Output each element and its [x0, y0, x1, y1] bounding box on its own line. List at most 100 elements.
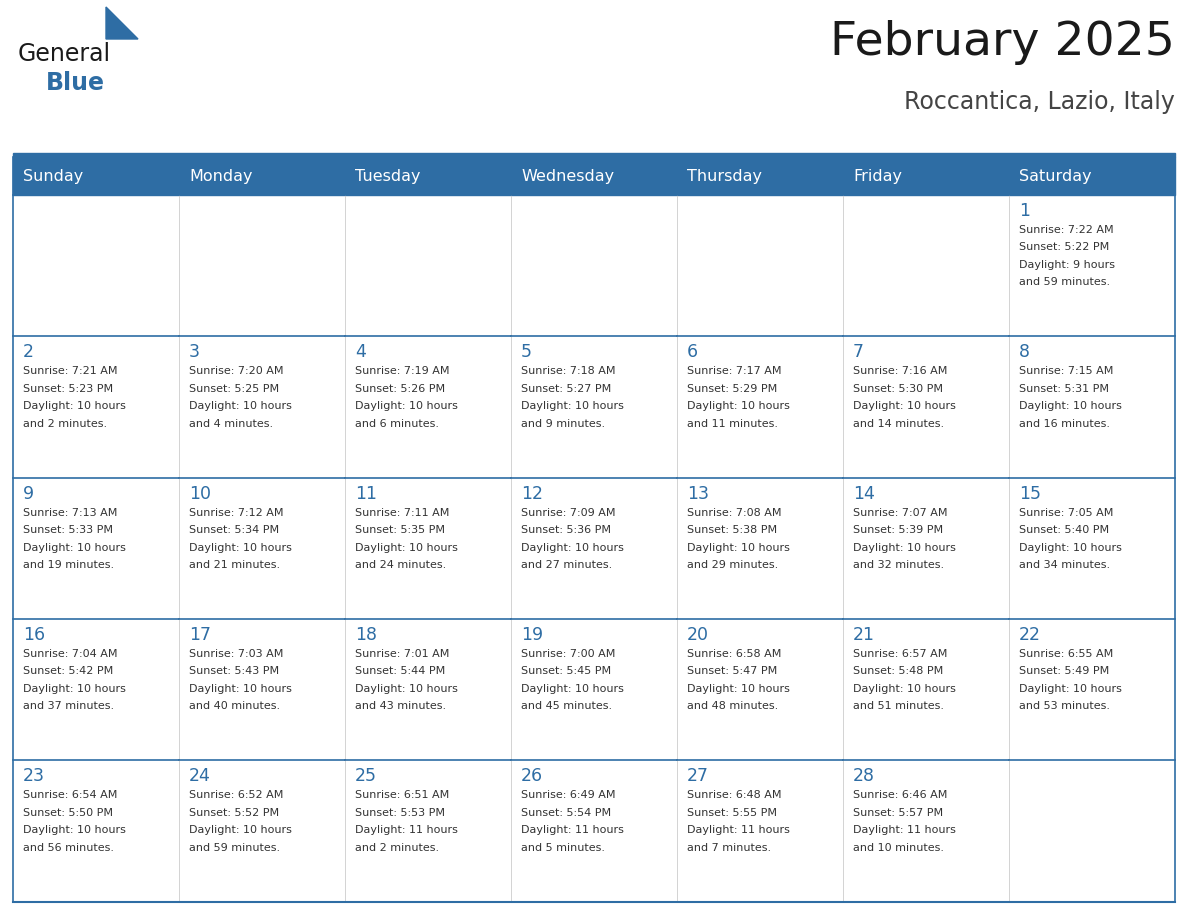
Text: Daylight: 10 hours: Daylight: 10 hours	[23, 401, 126, 411]
Text: Sunrise: 6:49 AM: Sunrise: 6:49 AM	[522, 790, 615, 800]
Text: Sunrise: 6:48 AM: Sunrise: 6:48 AM	[687, 790, 782, 800]
Bar	[13, 619, 179, 760]
Bar	[179, 760, 345, 901]
Text: and 5 minutes.: and 5 minutes.	[522, 843, 605, 853]
Text: 20: 20	[687, 626, 709, 644]
Text: Tuesday: Tuesday	[355, 169, 421, 184]
Text: Sunset: 5:39 PM: Sunset: 5:39 PM	[853, 525, 943, 535]
Text: Sunrise: 7:07 AM: Sunrise: 7:07 AM	[853, 508, 948, 518]
Text: 22: 22	[1019, 626, 1041, 644]
Polygon shape	[106, 7, 138, 39]
Bar	[843, 760, 1009, 901]
Text: 1: 1	[1019, 202, 1030, 220]
Bar	[511, 336, 677, 477]
Text: Sunrise: 6:52 AM: Sunrise: 6:52 AM	[189, 790, 284, 800]
Text: Sunrise: 7:22 AM: Sunrise: 7:22 AM	[1019, 225, 1113, 235]
Text: Sunset: 5:53 PM: Sunset: 5:53 PM	[355, 808, 446, 818]
Text: Daylight: 10 hours: Daylight: 10 hours	[687, 684, 790, 694]
Text: Daylight: 10 hours: Daylight: 10 hours	[23, 543, 126, 553]
Bar	[345, 195, 511, 336]
Bar	[1009, 760, 1175, 901]
Text: Daylight: 10 hours: Daylight: 10 hours	[522, 401, 624, 411]
Text: Sunrise: 7:04 AM: Sunrise: 7:04 AM	[23, 649, 118, 659]
Text: and 7 minutes.: and 7 minutes.	[687, 843, 771, 853]
Text: 23: 23	[23, 767, 45, 785]
Text: Roccantica, Lazio, Italy: Roccantica, Lazio, Italy	[904, 90, 1175, 114]
Text: Sunset: 5:50 PM: Sunset: 5:50 PM	[23, 808, 113, 818]
Text: and 34 minutes.: and 34 minutes.	[1019, 560, 1110, 570]
Text: and 45 minutes.: and 45 minutes.	[522, 701, 612, 711]
Text: 14: 14	[853, 485, 874, 502]
Text: 19: 19	[522, 626, 543, 644]
Text: Sunrise: 7:19 AM: Sunrise: 7:19 AM	[355, 366, 449, 376]
Text: Sunrise: 7:21 AM: Sunrise: 7:21 AM	[23, 366, 118, 376]
Text: Sunrise: 7:11 AM: Sunrise: 7:11 AM	[355, 508, 449, 518]
Bar	[843, 195, 1009, 336]
Text: Sunrise: 7:13 AM: Sunrise: 7:13 AM	[23, 508, 118, 518]
Text: and 24 minutes.: and 24 minutes.	[355, 560, 447, 570]
Text: Sunset: 5:33 PM: Sunset: 5:33 PM	[23, 525, 113, 535]
Text: and 16 minutes.: and 16 minutes.	[1019, 419, 1110, 429]
Text: Sunset: 5:23 PM: Sunset: 5:23 PM	[23, 384, 113, 394]
Bar	[179, 195, 345, 336]
Text: Daylight: 10 hours: Daylight: 10 hours	[687, 543, 790, 553]
Text: Monday: Monday	[189, 169, 253, 184]
Text: Sunset: 5:43 PM: Sunset: 5:43 PM	[189, 666, 279, 677]
Bar	[511, 477, 677, 619]
Text: Daylight: 10 hours: Daylight: 10 hours	[853, 543, 956, 553]
Text: and 9 minutes.: and 9 minutes.	[522, 419, 605, 429]
Text: and 27 minutes.: and 27 minutes.	[522, 560, 612, 570]
Bar	[1009, 619, 1175, 760]
Text: and 2 minutes.: and 2 minutes.	[355, 843, 440, 853]
Text: Sunrise: 7:03 AM: Sunrise: 7:03 AM	[189, 649, 284, 659]
Text: Daylight: 10 hours: Daylight: 10 hours	[687, 401, 790, 411]
Text: Sunset: 5:25 PM: Sunset: 5:25 PM	[189, 384, 279, 394]
Text: Sunset: 5:34 PM: Sunset: 5:34 PM	[189, 525, 279, 535]
Text: and 53 minutes.: and 53 minutes.	[1019, 701, 1110, 711]
Text: Sunrise: 6:46 AM: Sunrise: 6:46 AM	[853, 790, 947, 800]
Text: Daylight: 10 hours: Daylight: 10 hours	[853, 401, 956, 411]
Text: Sunrise: 6:54 AM: Sunrise: 6:54 AM	[23, 790, 118, 800]
Text: Sunset: 5:55 PM: Sunset: 5:55 PM	[687, 808, 777, 818]
Text: and 19 minutes.: and 19 minutes.	[23, 560, 114, 570]
Text: 25: 25	[355, 767, 377, 785]
Text: Blue: Blue	[46, 71, 105, 95]
Text: Sunset: 5:54 PM: Sunset: 5:54 PM	[522, 808, 611, 818]
Text: Sunrise: 7:05 AM: Sunrise: 7:05 AM	[1019, 508, 1113, 518]
Text: 2: 2	[23, 343, 34, 362]
Text: and 37 minutes.: and 37 minutes.	[23, 701, 114, 711]
Text: 3: 3	[189, 343, 200, 362]
Text: Sunset: 5:36 PM: Sunset: 5:36 PM	[522, 525, 611, 535]
Text: Daylight: 11 hours: Daylight: 11 hours	[522, 825, 624, 835]
Text: 16: 16	[23, 626, 45, 644]
Bar	[1009, 195, 1175, 336]
Text: Sunset: 5:48 PM: Sunset: 5:48 PM	[853, 666, 943, 677]
Bar	[1009, 336, 1175, 477]
Text: Daylight: 10 hours: Daylight: 10 hours	[23, 825, 126, 835]
Text: Sunset: 5:38 PM: Sunset: 5:38 PM	[687, 525, 777, 535]
Text: 6: 6	[687, 343, 699, 362]
Text: Daylight: 10 hours: Daylight: 10 hours	[1019, 401, 1121, 411]
Text: Daylight: 11 hours: Daylight: 11 hours	[355, 825, 457, 835]
Text: Daylight: 10 hours: Daylight: 10 hours	[1019, 684, 1121, 694]
Text: Daylight: 10 hours: Daylight: 10 hours	[189, 401, 292, 411]
Text: Daylight: 10 hours: Daylight: 10 hours	[23, 684, 126, 694]
Text: Thursday: Thursday	[687, 169, 762, 184]
Bar	[345, 760, 511, 901]
Text: Sunrise: 7:17 AM: Sunrise: 7:17 AM	[687, 366, 782, 376]
Text: Wednesday: Wednesday	[522, 169, 614, 184]
Bar	[511, 760, 677, 901]
Text: and 11 minutes.: and 11 minutes.	[687, 419, 778, 429]
Text: 8: 8	[1019, 343, 1030, 362]
Text: Sunset: 5:47 PM: Sunset: 5:47 PM	[687, 666, 777, 677]
Text: February 2025: February 2025	[830, 20, 1175, 65]
Bar	[511, 619, 677, 760]
Text: 10: 10	[189, 485, 211, 502]
Text: Sunrise: 7:01 AM: Sunrise: 7:01 AM	[355, 649, 449, 659]
Text: Sunset: 5:29 PM: Sunset: 5:29 PM	[687, 384, 777, 394]
Text: and 29 minutes.: and 29 minutes.	[687, 560, 778, 570]
Text: and 2 minutes.: and 2 minutes.	[23, 419, 107, 429]
Bar	[843, 336, 1009, 477]
Bar	[843, 477, 1009, 619]
Text: Daylight: 10 hours: Daylight: 10 hours	[189, 543, 292, 553]
